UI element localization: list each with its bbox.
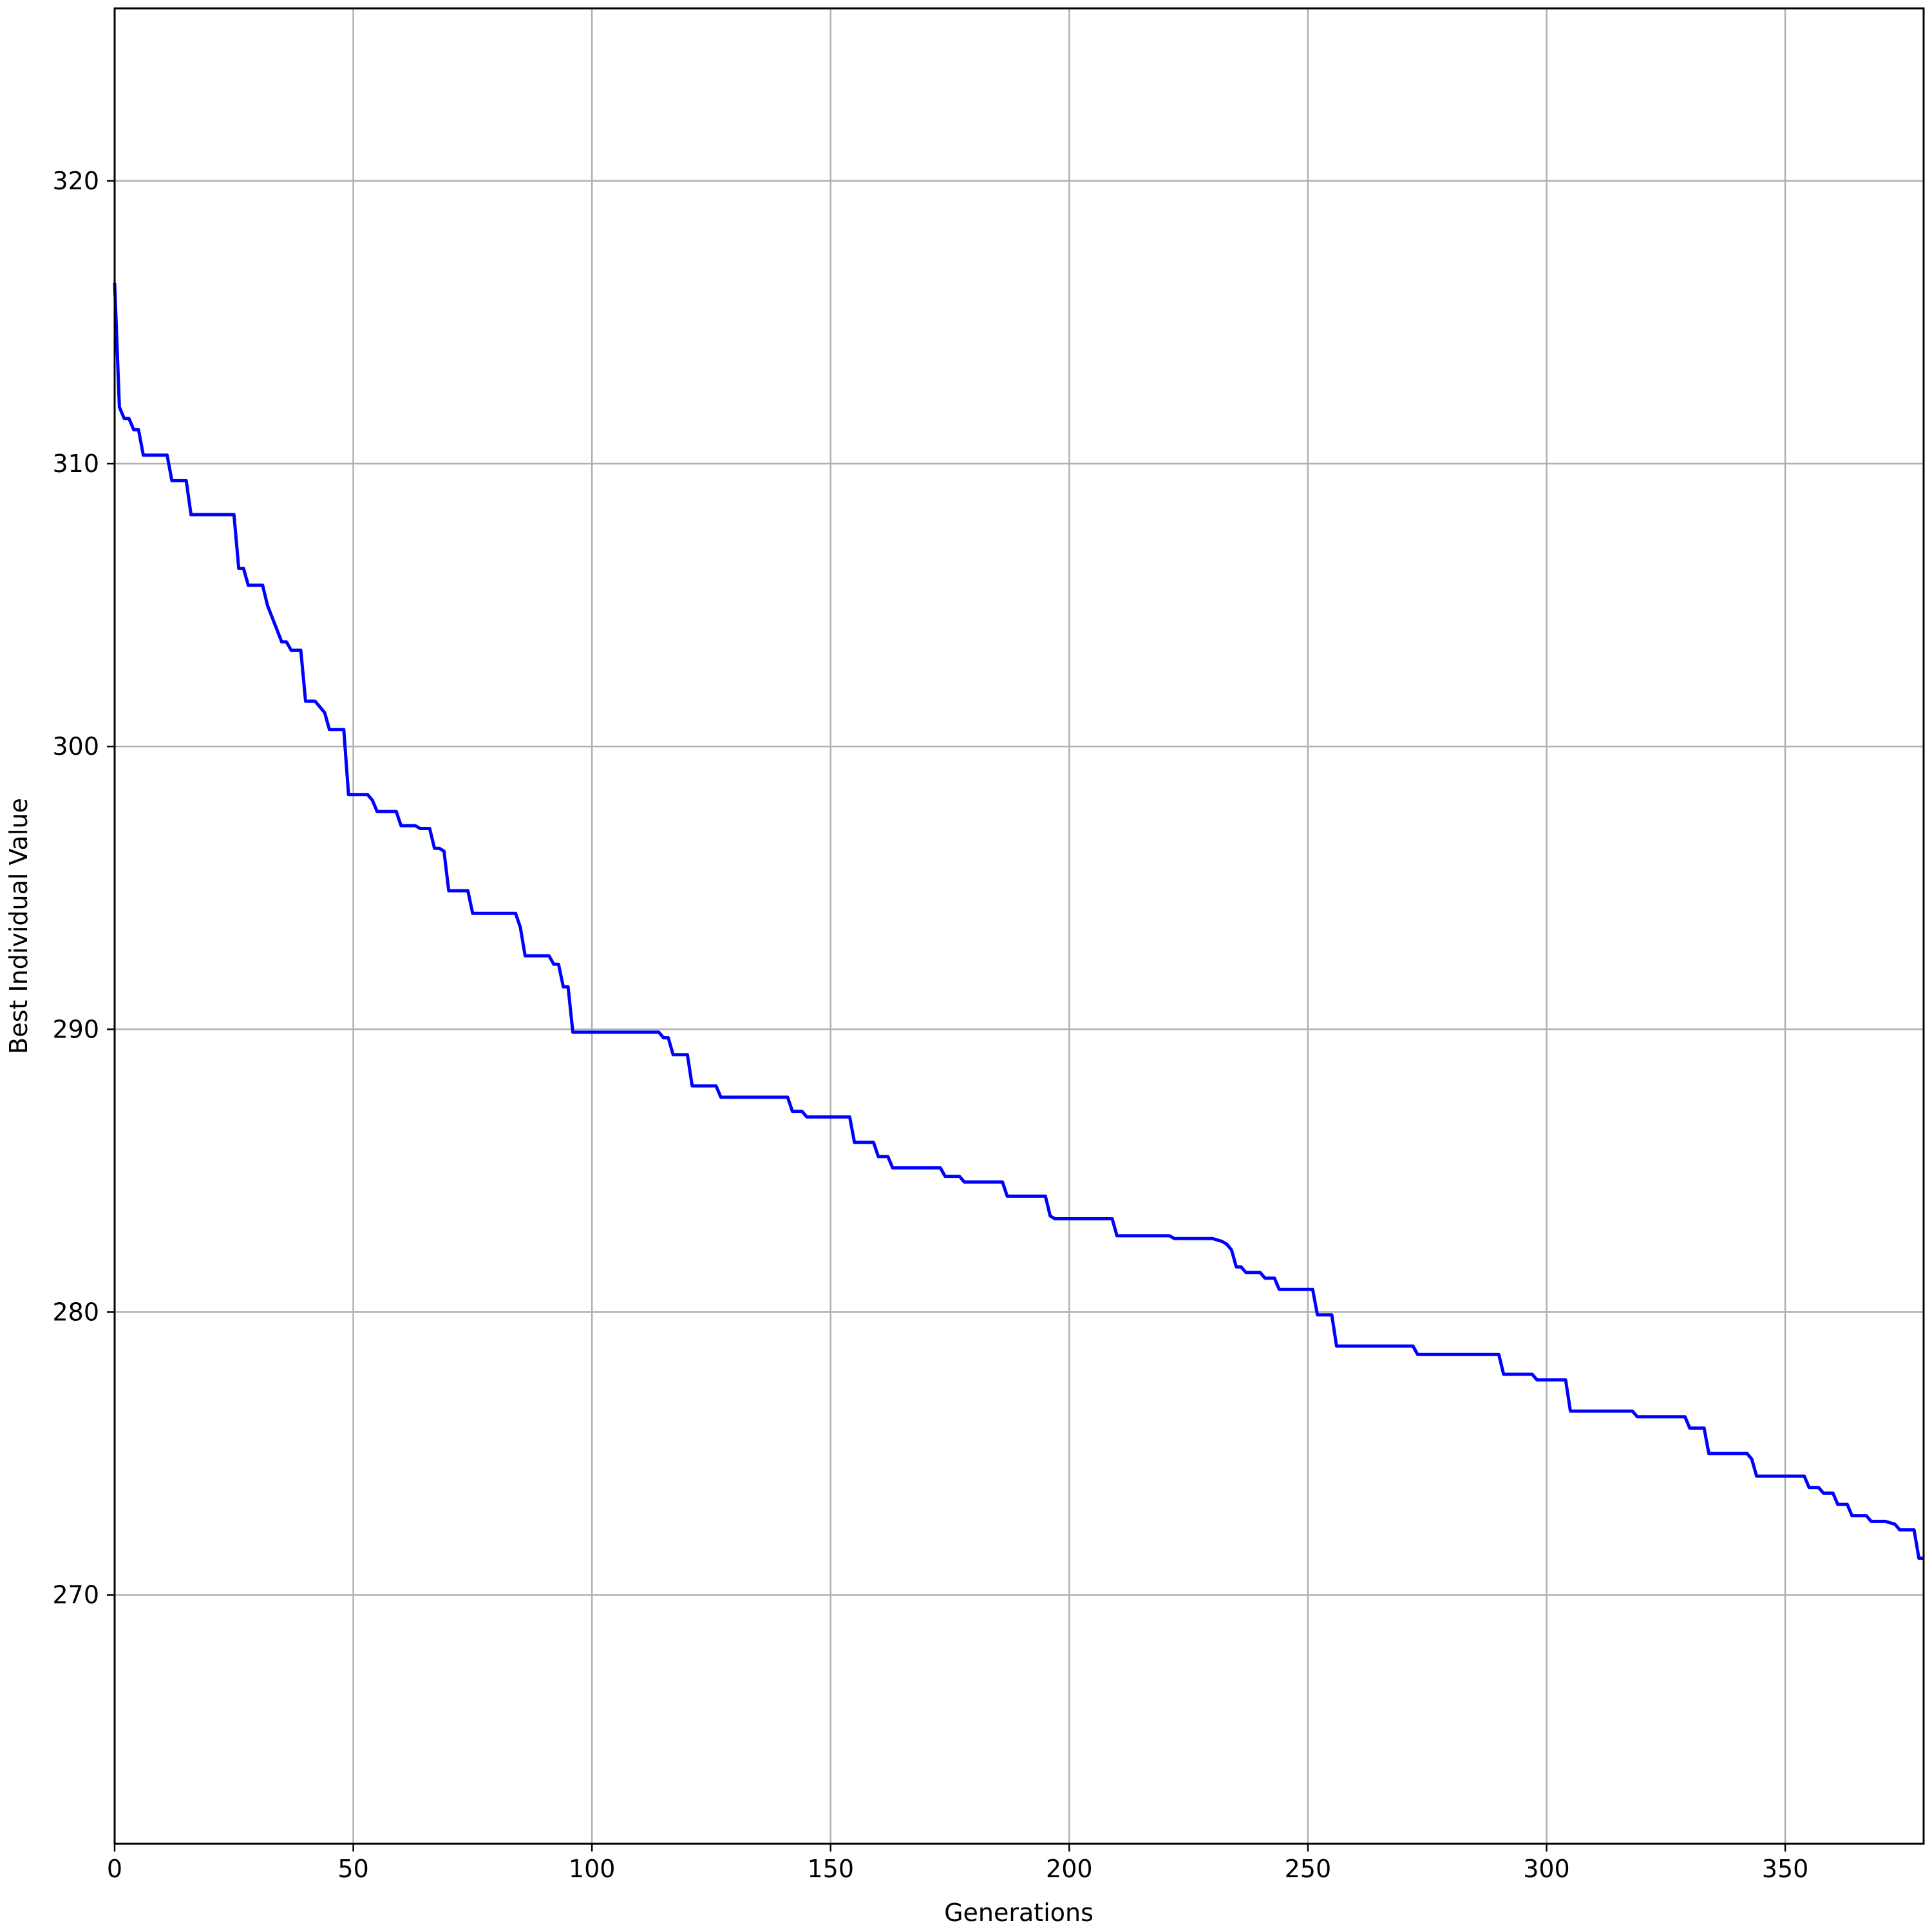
x-tick-label: 350 bbox=[1762, 1855, 1809, 1883]
x-tick-label: 200 bbox=[1046, 1855, 1093, 1883]
x-tick-label: 100 bbox=[569, 1855, 616, 1883]
x-tick-label: 150 bbox=[807, 1855, 854, 1883]
x-tick-label: 0 bbox=[107, 1855, 122, 1883]
x-tick-label: 50 bbox=[337, 1855, 368, 1883]
x-axis-label: Generations bbox=[944, 1899, 1094, 1927]
grid-lines bbox=[113, 8, 1924, 1844]
y-axis-label: Best Individual Value bbox=[5, 798, 33, 1054]
y-tick-labels: 270 280 290 300 310 320 bbox=[52, 167, 99, 1609]
y-tick-label: 270 bbox=[52, 1581, 99, 1609]
x-tick-label: 250 bbox=[1285, 1855, 1332, 1883]
y-tick-label: 280 bbox=[52, 1298, 99, 1326]
tick-marks bbox=[107, 180, 1786, 1852]
y-tick-label: 290 bbox=[52, 1015, 99, 1043]
y-tick-label: 310 bbox=[52, 450, 99, 478]
x-tick-label: 300 bbox=[1523, 1855, 1570, 1883]
y-tick-label: 320 bbox=[52, 167, 99, 195]
y-tick-label: 300 bbox=[52, 732, 99, 761]
x-tick-labels: 0 50 100 150 200 250 300 350 bbox=[107, 1855, 1808, 1883]
series-line bbox=[113, 282, 1924, 1560]
series-layer bbox=[113, 282, 1924, 1560]
plot-area-frame bbox=[113, 7, 1925, 1845]
